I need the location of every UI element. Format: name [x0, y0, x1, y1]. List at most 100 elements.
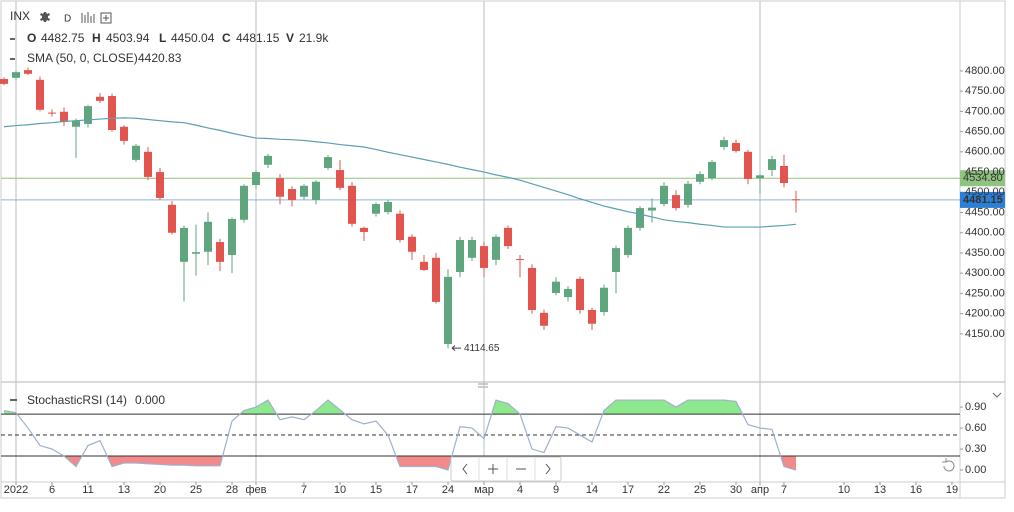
x-tick-label: 7	[781, 484, 787, 496]
candle-body	[612, 248, 620, 272]
y-tick-label: 4200.00	[965, 308, 1005, 320]
candle-body	[696, 174, 704, 182]
collapse-icons[interactable]	[10, 38, 15, 60]
candle-body	[408, 236, 416, 252]
candle-body	[96, 96, 104, 101]
price-tag	[960, 170, 1005, 187]
candle-body	[384, 201, 392, 213]
candle-body	[348, 185, 356, 224]
candle-body	[216, 242, 224, 262]
y-tick-label: 4450.00	[965, 206, 1005, 218]
candle-body	[708, 161, 716, 179]
candle-body	[84, 106, 92, 124]
candle-body	[12, 72, 20, 78]
x-tick-label: 9	[553, 484, 559, 496]
interval[interactable]: D	[64, 14, 71, 25]
candle-body	[756, 175, 764, 179]
candle-body	[168, 204, 176, 233]
last-price-tag	[960, 191, 1005, 208]
candle-body	[72, 121, 80, 127]
candle-body	[432, 257, 440, 302]
candle-body	[516, 259, 524, 261]
high-value: 4503.94	[106, 31, 150, 45]
x-tick-label: 10	[334, 484, 346, 496]
x-tick-label: фев	[245, 484, 266, 496]
settings-icon[interactable]	[40, 12, 50, 22]
compare-plus	[103, 15, 109, 21]
x-tick-label: 25	[190, 484, 202, 496]
resize-handle[interactable]	[478, 383, 488, 388]
close-value: 4481.15	[236, 31, 280, 45]
compare-icon[interactable]	[100, 12, 112, 24]
oversold-fill	[4, 456, 796, 471]
candle-body	[528, 267, 536, 310]
candle-body	[564, 288, 572, 298]
y-tick-label: 4300.00	[965, 267, 1005, 279]
y-tick-label: 4350.00	[965, 247, 1005, 259]
candle-body	[792, 199, 800, 201]
candle-body	[768, 159, 776, 171]
candle-body	[120, 126, 128, 141]
x-tick-label: 17	[622, 484, 634, 496]
candle-body	[252, 172, 260, 186]
scroll-right[interactable]	[545, 463, 551, 475]
panel-menu[interactable]	[992, 392, 1002, 398]
overbought-fill	[4, 400, 743, 415]
candle-body	[336, 170, 344, 188]
candle-body	[324, 157, 332, 169]
last-price-label: 4481.15	[963, 194, 1003, 206]
candle-body	[360, 227, 368, 232]
marks	[0, 1, 1005, 485]
x-tick-label: 24	[442, 484, 454, 496]
candle-body	[576, 278, 584, 310]
ohlc-label: V	[286, 31, 294, 45]
x-tick-label: 4	[517, 484, 523, 496]
x-tick-label: 16	[910, 484, 922, 496]
candle-body	[600, 287, 608, 313]
x-tick-label: мар	[474, 484, 494, 496]
nav-box	[450, 456, 562, 482]
y-tick-label: 0.60	[965, 422, 986, 434]
stoch-name: StochasticRSI (14)	[27, 393, 127, 407]
sma-name: SMA (50, 0, CLOSE)	[27, 51, 138, 65]
candle-body	[684, 183, 692, 205]
zoom-in[interactable]	[488, 464, 498, 474]
candle-body	[720, 140, 728, 147]
y-tick-label: 4500.00	[965, 186, 1005, 198]
candle-body	[672, 195, 680, 209]
symbol[interactable]: INX	[10, 9, 30, 23]
x-tick-label: 17	[406, 484, 418, 496]
x-tick-label: 30	[730, 484, 742, 496]
y-tick-label: 4550.00	[965, 166, 1005, 178]
scroll-left[interactable]	[462, 463, 468, 475]
candle-body	[60, 111, 68, 122]
candle-body	[180, 227, 188, 262]
bars-icon[interactable]	[81, 12, 95, 23]
reset-icon[interactable]	[942, 458, 955, 472]
x-tick-label: 14	[586, 484, 598, 496]
y-tick-label: 4800.00	[965, 65, 1005, 77]
x-tick-label: 19	[946, 484, 958, 496]
y-tick-label: 4700.00	[965, 105, 1005, 117]
x-tick-label: 13	[874, 484, 886, 496]
candle-body	[660, 185, 668, 205]
y-tick-label: 4600.00	[965, 146, 1005, 158]
x-tick-label: 11	[82, 484, 93, 496]
x-tick-label: 6	[49, 484, 55, 496]
candle-body	[108, 96, 116, 130]
candle-body	[456, 240, 464, 272]
y-tick-label: 4250.00	[965, 287, 1005, 299]
candle-body	[480, 246, 488, 268]
candle-body	[744, 151, 752, 179]
frame	[0, 0, 1006, 499]
candle-body	[156, 172, 164, 198]
candle-body	[420, 261, 428, 270]
stoch-line	[3, 399, 797, 471]
candle-body	[300, 185, 308, 197]
x-tick-label: 13	[118, 484, 130, 496]
volume-value: 21.9k	[299, 31, 329, 45]
x-tick-label: 22	[658, 484, 670, 496]
price-tag-label: 4534.80	[963, 172, 1003, 184]
candle-body	[648, 207, 656, 211]
